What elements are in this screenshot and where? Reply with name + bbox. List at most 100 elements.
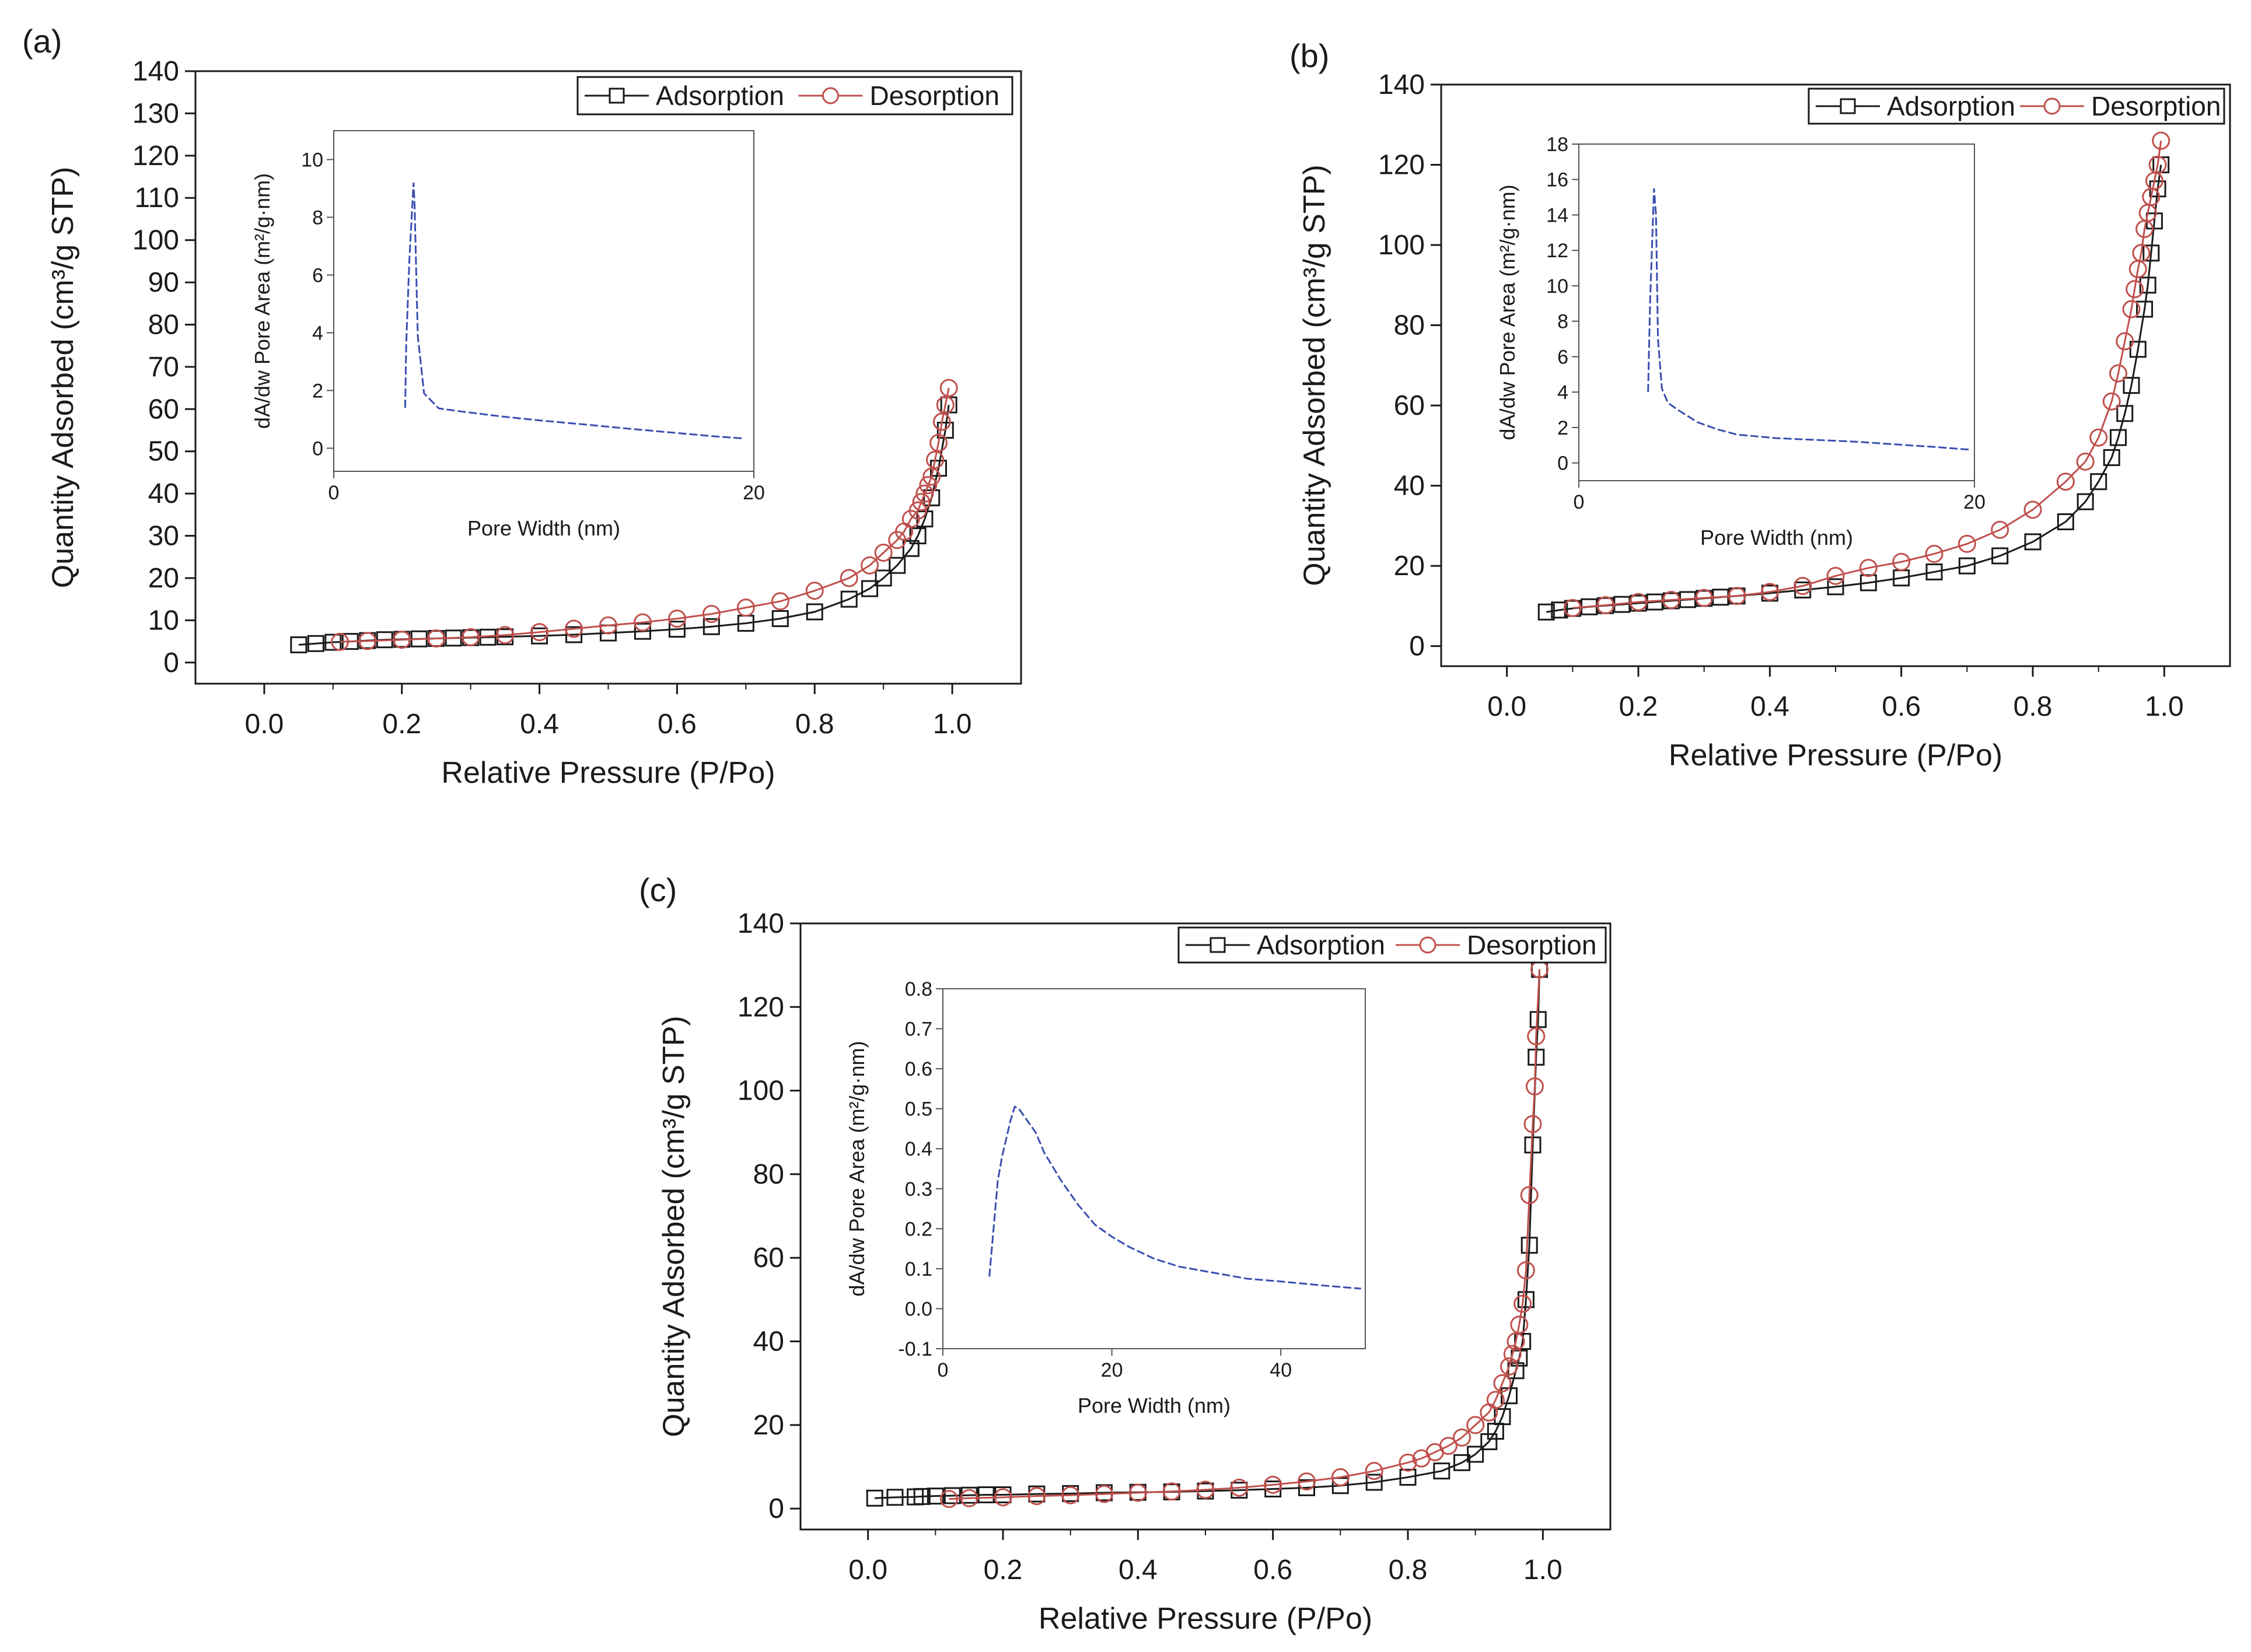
- desorption-point: [1826, 566, 1845, 585]
- inset-x-tick-label: 20: [743, 482, 765, 504]
- y-tick-label: 90: [148, 267, 179, 298]
- inset-x-tick-label: 0: [328, 482, 340, 504]
- desorption-point: [1061, 1486, 1080, 1504]
- inset-y-tick-label: 0.3: [905, 1178, 932, 1200]
- desorption-point: [2023, 501, 2042, 519]
- x-axis-label: Relative Pressure (P/Po): [441, 756, 775, 790]
- y-tick-label: 20: [148, 563, 179, 594]
- desorption-point: [874, 544, 893, 562]
- desorption-point: [1095, 1485, 1113, 1503]
- adsorption-point: [290, 636, 307, 653]
- desorption-point: [1466, 1416, 1485, 1434]
- adsorption-point: [2129, 341, 2147, 358]
- y-tick-label: 140: [1378, 69, 1425, 100]
- x-tick-label: 0.0: [848, 1555, 887, 1586]
- y-tick-label: 60: [753, 1242, 784, 1273]
- desorption-point: [1520, 1186, 1539, 1205]
- adsorption-point: [2136, 300, 2154, 318]
- inset-chart: 0 20 40 -0.1 0.0 0.1 0.2 0.3 0.4 0.5 0.6 0.7 0.8 Pore…: [845, 978, 1366, 1418]
- desorption-point: [915, 484, 934, 503]
- x-tick-label: 0.2: [1619, 691, 1658, 722]
- desorption-point: [994, 1488, 1012, 1507]
- inset-x-tick-label: 0: [1574, 491, 1585, 513]
- desorption-point: [736, 598, 755, 617]
- adsorption-point: [2057, 513, 2074, 530]
- inset-y-tick-label: 0: [312, 438, 323, 460]
- desorption-point: [1230, 1478, 1249, 1497]
- desorption-point: [667, 609, 686, 628]
- y-tick-label: 120: [132, 141, 179, 172]
- y-tick-label: 40: [1394, 471, 1425, 502]
- adsorption-point: [634, 622, 651, 640]
- adsorption-point: [886, 1489, 904, 1506]
- adsorption-point: [1925, 563, 1943, 580]
- desorption-point: [1196, 1480, 1215, 1499]
- desorption-point: [2152, 131, 2170, 150]
- adsorption-point: [307, 635, 324, 652]
- inset-y-axis-label: dA/dw Pore Area (m²/g·nm): [845, 1041, 869, 1296]
- y-tick-label: 30: [148, 521, 179, 552]
- adsorption-point: [1298, 1479, 1315, 1496]
- inset-x-tick-label: 0: [938, 1359, 949, 1381]
- adsorption-point: [806, 603, 823, 621]
- desorption-point: [2102, 392, 2121, 411]
- adsorption-point: [840, 590, 858, 608]
- inset-y-tick-label: 6: [1557, 346, 1568, 368]
- desorption-point: [1298, 1472, 1316, 1491]
- adsorption-point: [927, 1488, 944, 1505]
- y-tick-label: 0: [768, 1493, 784, 1524]
- y-tick-label: 60: [1394, 390, 1425, 421]
- y-tick-label: 100: [1378, 230, 1425, 261]
- desorption-point: [771, 592, 789, 611]
- adsorption-point: [2109, 429, 2127, 446]
- inset-y-tick-label: 18: [1546, 134, 1568, 156]
- legend-marker-square: [609, 88, 625, 104]
- y-tick-label: 100: [132, 225, 179, 256]
- inset-pore-distribution-line: [1647, 188, 1971, 451]
- desorption-point: [936, 396, 955, 414]
- adsorption-point: [1365, 1474, 1383, 1491]
- legend-marker-square: [1210, 937, 1226, 953]
- adsorption-point: [702, 618, 720, 635]
- inset-x-axis-label: Pore Width (nm): [1700, 526, 1853, 550]
- desorption-point: [1399, 1453, 1417, 1472]
- desorption-point: [599, 616, 617, 635]
- desorption-point: [462, 628, 480, 646]
- inset-y-tick-label: 14: [1546, 204, 1568, 226]
- panel-a: (a)0.0 0.2 0.4 0.6 0.8 1.00102030405060708090…: [22, 23, 1022, 790]
- desorption-point: [1500, 1357, 1518, 1376]
- y-tick-label: 40: [148, 478, 179, 509]
- desorption-point: [2128, 260, 2147, 278]
- inset-y-tick-label: -0.1: [898, 1338, 932, 1360]
- inset-y-tick-label: 0.7: [905, 1019, 932, 1041]
- adsorption-point: [1551, 601, 1568, 619]
- legend-box: [576, 76, 1013, 116]
- adsorption-point: [1521, 1237, 1538, 1254]
- adsorption-point: [913, 1488, 931, 1505]
- desorption-point: [1892, 552, 1911, 571]
- desorption-point: [702, 605, 721, 624]
- legend-marker-circle: [822, 87, 839, 104]
- adsorption-point: [2090, 473, 2107, 491]
- desorption-point: [393, 631, 411, 649]
- desorption-point: [1264, 1475, 1282, 1494]
- inset-x-tick-label: 20: [1963, 491, 1986, 513]
- legend-label-adsorption: Adsorption: [1887, 91, 2015, 121]
- panel-c: (c) 0.0 0.2 0.4 0.6 0.8 1.0 0 20 40 60 80 100 120 140 R…: [639, 872, 1612, 1636]
- legend-label-adsorption: Adsorption: [1257, 930, 1385, 960]
- x-tick-label: 1.0: [2145, 691, 2184, 722]
- legend-label-desorption: Desorption: [1467, 930, 1596, 960]
- desorption-point: [1563, 598, 1582, 617]
- y-tick-label: 80: [753, 1159, 784, 1190]
- inset-x-axis-label: Pore Width (nm): [1078, 1394, 1231, 1418]
- y-tick-label: 140: [737, 908, 784, 939]
- adsorption-point: [2123, 377, 2140, 394]
- y-tick-label: 80: [1394, 310, 1425, 341]
- adsorption-point: [1537, 603, 1555, 621]
- adsorption-point: [2024, 533, 2042, 551]
- inset-y-tick-label: 16: [1546, 169, 1568, 191]
- desorption-point: [1331, 1468, 1350, 1486]
- x-axis-label: Relative Pressure (P/Po): [1669, 738, 2002, 772]
- inset-y-tick-label: 0.1: [905, 1258, 932, 1280]
- desorption-point: [939, 1490, 958, 1508]
